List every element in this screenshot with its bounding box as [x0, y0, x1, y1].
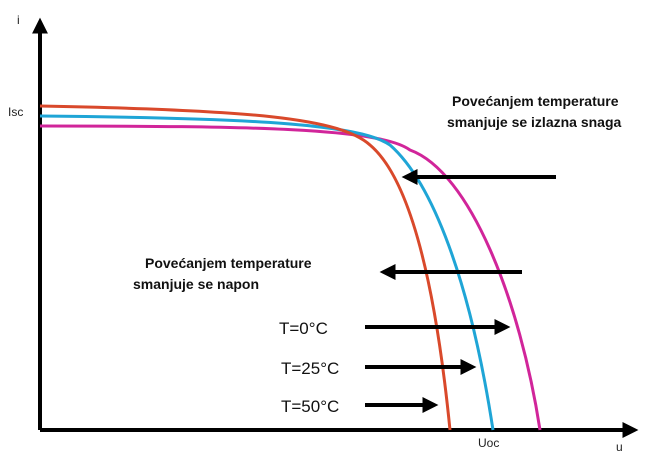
legend-label: T=25°C — [281, 359, 339, 378]
curve-0c — [39, 124, 542, 431]
legend-label: T=50°C — [281, 397, 339, 416]
uoc-label: Uoc — [478, 436, 499, 450]
annotation-line: Povećanjem temperature — [145, 255, 312, 271]
x-axis-label: u — [616, 440, 623, 452]
isc-label: Isc — [8, 105, 23, 119]
annotation-line: Povećanjem temperature — [452, 93, 619, 109]
annotation-line: smanjuje se izlazna snaga — [447, 114, 622, 130]
curve-50c — [39, 104, 452, 431]
y-axis-label: i — [17, 13, 20, 27]
annotation-line: smanjuje se napon — [133, 276, 259, 292]
curve-25c — [39, 114, 495, 431]
legend-label: T=0°C — [279, 319, 328, 338]
